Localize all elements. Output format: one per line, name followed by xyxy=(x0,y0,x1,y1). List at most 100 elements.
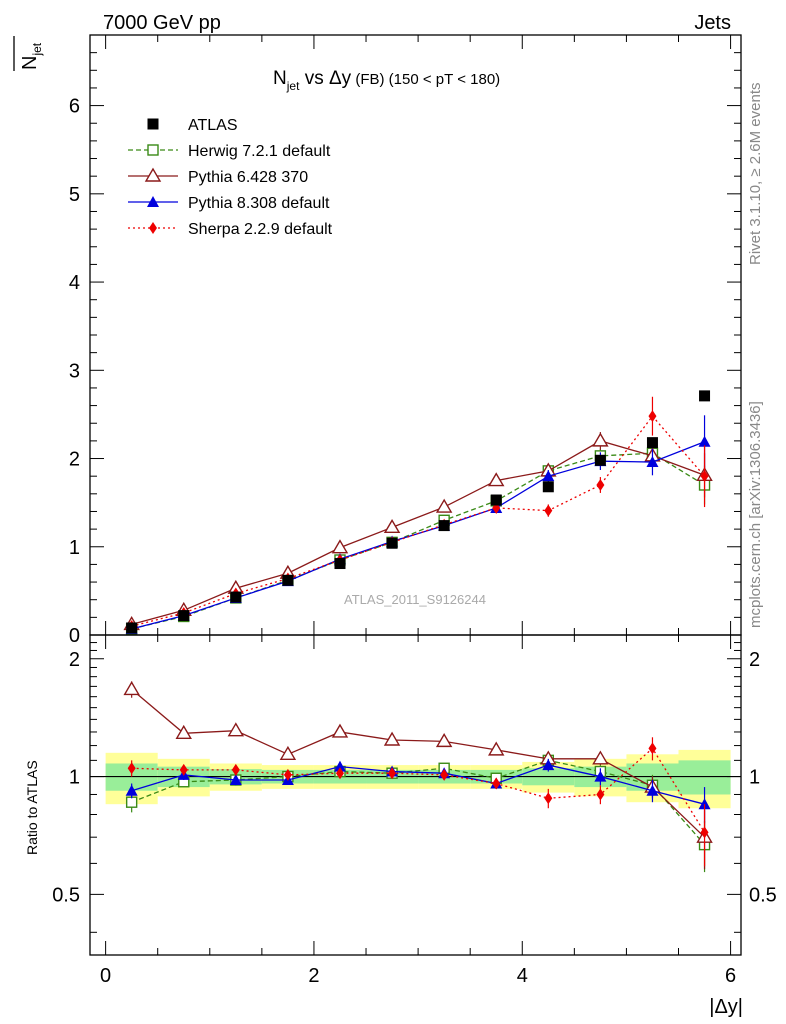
y-tick-label: 0 xyxy=(69,625,80,647)
x-axis-label: |Δy| xyxy=(709,996,743,1018)
data-point xyxy=(490,494,502,506)
series-point xyxy=(488,472,505,487)
ratio-line-3 xyxy=(131,747,706,833)
series-point xyxy=(435,498,453,513)
ratio-point xyxy=(648,742,657,755)
ratio-point xyxy=(279,745,297,760)
ratio-point xyxy=(388,767,397,780)
series-point xyxy=(331,539,349,554)
plot-title-sub: jet xyxy=(286,79,300,93)
x-tick-label: 2 xyxy=(308,965,319,987)
ratio-point xyxy=(175,724,192,739)
mcplots-label: mcplots.cern.ch [arXiv:1306.3436] xyxy=(747,401,764,628)
legend-marker xyxy=(149,222,157,234)
data-point xyxy=(438,520,450,532)
y-axis-label-sub: jet xyxy=(30,42,44,56)
y-axis-label-main: N xyxy=(19,56,41,70)
plot-title-vs: vs xyxy=(299,68,329,89)
series-point xyxy=(592,432,609,447)
series-point xyxy=(544,504,553,517)
svg-text:Njet: Njet xyxy=(19,42,44,70)
legend-label: Herwig 7.2.1 default xyxy=(188,143,331,160)
y-tick-label: 1 xyxy=(69,537,80,559)
plot-title-delta: Δy xyxy=(329,68,352,89)
y-tick-label: 2 xyxy=(69,449,80,471)
ratio-point xyxy=(592,750,609,765)
ratio-point xyxy=(544,792,553,805)
y-tick-label: 3 xyxy=(69,360,80,382)
ratio-tick-label-right: 2 xyxy=(749,649,760,671)
ratio-panel xyxy=(90,681,741,873)
data-point xyxy=(282,574,294,586)
series-point xyxy=(383,518,401,534)
plot-title-range: (150 < pT < 180) xyxy=(385,71,501,88)
legend-marker xyxy=(147,118,159,130)
series-point xyxy=(596,479,605,491)
plot-title: Njet vs Δy (FB) (150 < pT < 180) xyxy=(273,68,500,93)
ratio-point xyxy=(596,788,605,801)
ratio-point xyxy=(542,759,555,771)
ratio-line-1 xyxy=(131,688,705,838)
legend-marker xyxy=(147,196,159,207)
ratio-point xyxy=(231,763,240,776)
process-label: Jets xyxy=(694,12,731,34)
data-point xyxy=(542,481,554,493)
ratio-point xyxy=(594,770,607,782)
ratio-point xyxy=(125,784,138,796)
series-point xyxy=(648,410,657,423)
data-point xyxy=(699,390,711,402)
series-point xyxy=(700,470,709,483)
legend-label: ATLAS xyxy=(188,117,238,134)
ratio-point xyxy=(125,796,138,808)
y-tick-label: 6 xyxy=(69,96,80,118)
data-point xyxy=(646,437,658,449)
energy-label: 7000 GeV pp xyxy=(103,12,221,34)
series-point xyxy=(698,435,711,447)
legend-label: Pythia 8.308 default xyxy=(188,195,330,212)
legend-label: Pythia 6.428 370 xyxy=(188,169,308,186)
ratio-point xyxy=(646,784,659,796)
ratio-line-0 xyxy=(131,759,706,846)
ratio-point xyxy=(331,723,349,738)
ratio-tick-label: 2 xyxy=(69,649,80,671)
series-point xyxy=(542,470,555,482)
plot-title-fb: (FB) xyxy=(351,71,384,88)
x-tick-label: 6 xyxy=(725,965,736,987)
main-panel xyxy=(123,390,713,635)
data-point xyxy=(386,537,398,549)
y-tick-label: 4 xyxy=(69,272,80,294)
ratio-point xyxy=(333,760,346,772)
data-point xyxy=(126,622,138,634)
ratio-point xyxy=(229,773,242,785)
legend-marker xyxy=(144,167,162,182)
y-axis-label: Njet xyxy=(13,36,44,71)
series-line-3 xyxy=(131,415,706,627)
ratio-point xyxy=(435,732,453,748)
ratio-point xyxy=(179,763,188,776)
ratio-point xyxy=(283,768,292,781)
ratio-tick-label: 0.5 xyxy=(52,884,80,906)
legend-marker xyxy=(147,144,159,156)
plot-title-main: N xyxy=(273,68,287,89)
ratio-frame xyxy=(89,634,742,956)
ratio-point xyxy=(335,767,344,780)
ratio-point xyxy=(700,826,709,839)
legend-label: Sherpa 2.2.9 default xyxy=(188,221,333,238)
x-tick-label: 0 xyxy=(100,965,111,987)
ratio-point xyxy=(698,798,711,810)
ratio-point xyxy=(383,731,401,746)
ratio-point xyxy=(127,762,136,775)
series-line-1 xyxy=(131,440,705,626)
series-point xyxy=(646,456,659,468)
y-tick-label: 5 xyxy=(69,184,80,206)
data-point xyxy=(230,591,242,603)
ratio-line-2 xyxy=(131,764,705,805)
ratio-point xyxy=(440,768,449,781)
ratio-point xyxy=(227,722,245,737)
data-point xyxy=(178,610,190,622)
legend: ATLAS Herwig 7.2.1 default Pythia 6.428 37… xyxy=(128,117,333,238)
ratio-tick-label-right: 1 xyxy=(749,767,760,789)
analysis-watermark: ATLAS_2011_S9126244 xyxy=(344,592,486,607)
